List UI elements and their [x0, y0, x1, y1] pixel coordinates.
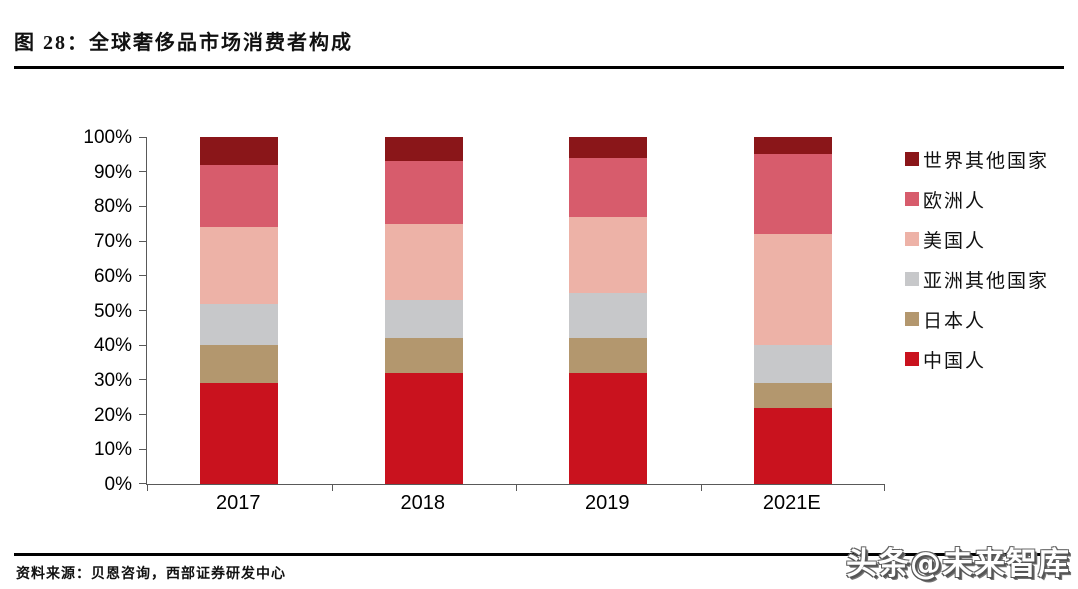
legend-label: 日本人	[923, 310, 987, 332]
y-axis-tick-label: 30%	[93, 369, 132, 391]
source-note: 资料来源：贝恩咨询，西部证券研发中心	[16, 567, 286, 582]
x-axis-category-label: 2018	[400, 492, 446, 514]
y-axis-tick-label: 40%	[93, 335, 132, 357]
toutiao-watermark: 头条@未来智库	[846, 546, 1070, 582]
bar-segment-日本人	[753, 383, 832, 408]
x-axis-category-label: 2019	[585, 492, 630, 514]
bar-segment-欧洲人	[384, 161, 463, 224]
figure-title: 图 28：全球奢侈品市场消费者构成	[14, 32, 353, 54]
y-axis-tick	[139, 483, 147, 484]
y-axis-tick	[139, 379, 147, 381]
legend-item: 亚洲其他国家	[905, 266, 1075, 292]
stacked-bar-2018	[384, 137, 463, 484]
stacked-bar-2017	[200, 137, 279, 484]
stacked-bar-2021E	[753, 137, 832, 484]
x-axis-category-label: 2021E	[762, 492, 821, 514]
bar-segment-美国人	[753, 234, 832, 346]
bar-segment-美国人	[569, 216, 648, 294]
bar-segment-世界其他国家	[200, 137, 279, 165]
y-axis-tick	[139, 310, 147, 311]
y-axis-tick-label: 100%	[83, 127, 132, 148]
bottom-divider-line	[14, 553, 1064, 556]
legend-item: 欧洲人	[905, 186, 1075, 212]
y-axis-tick-label: 90%	[93, 161, 132, 183]
bar-segment-日本人	[569, 338, 648, 373]
x-axis-tick	[884, 485, 885, 491]
y-axis-tick	[139, 171, 147, 173]
legend-label: 中国人	[923, 350, 987, 372]
y-axis-tick-label: 0%	[104, 474, 132, 495]
y-axis-tick	[139, 414, 147, 416]
y-axis-labels: 0% 10% 20% 30% 40% 50% 60% 70% 80% 90% 100%	[40, 128, 132, 494]
legend-item: 中国人	[905, 346, 1075, 372]
y-axis-tick-label: 60%	[93, 265, 132, 287]
top-divider-line	[14, 66, 1064, 69]
y-axis-tick	[139, 136, 147, 138]
legend-item: 日本人	[905, 306, 1075, 332]
x-axis-labels: 2017 2018 2019 2021E	[146, 492, 884, 518]
bar-segment-美国人	[200, 227, 279, 304]
legend-swatch	[905, 192, 919, 206]
bar-segment-世界其他国家	[569, 137, 648, 158]
bar-segment-亚洲其他国家	[569, 293, 648, 339]
y-axis-tick-label: 70%	[93, 231, 132, 253]
legend-label: 亚洲其他国家	[923, 270, 1050, 292]
legend-swatch	[905, 352, 919, 366]
x-axis-tick	[331, 485, 333, 491]
y-axis-tick	[139, 275, 147, 277]
bar-segment-世界其他国家	[384, 137, 463, 162]
y-axis-tick-label: 80%	[93, 196, 132, 218]
y-axis-tick-label: 10%	[93, 439, 132, 461]
legend-item: 美国人	[905, 226, 1075, 252]
bar-segment-世界其他国家	[753, 137, 832, 155]
bar-segment-中国人	[200, 383, 279, 484]
y-axis-tick	[139, 344, 147, 346]
bar-segment-亚洲其他国家	[200, 303, 279, 346]
legend-swatch	[905, 232, 919, 246]
x-axis-category-label: 2017	[216, 492, 261, 514]
bar-segment-亚洲其他国家	[384, 300, 463, 339]
bar-segment-欧洲人	[200, 164, 279, 228]
bar-segment-中国人	[384, 372, 463, 484]
bar-segment-亚洲其他国家	[753, 345, 832, 384]
y-axis-tick	[139, 205, 147, 207]
x-axis-tick	[516, 485, 517, 491]
bar-segment-日本人	[384, 338, 463, 373]
bar-segment-中国人	[753, 407, 832, 484]
bar-segment-中国人	[569, 372, 648, 484]
legend-label: 美国人	[923, 230, 987, 252]
legend-label: 欧洲人	[923, 190, 987, 212]
y-axis-tick-label: 20%	[93, 404, 132, 426]
bar-segment-日本人	[200, 345, 279, 384]
y-axis-tick-label: 50%	[93, 300, 132, 322]
legend-label: 世界其他国家	[923, 150, 1050, 172]
x-axis-tick	[700, 485, 702, 491]
plot-area	[139, 136, 885, 491]
legend-swatch	[905, 312, 919, 326]
legend-swatch	[905, 152, 919, 166]
y-axis-tick	[139, 448, 147, 450]
chart-legend: 世界其他国家 欧洲人美国人亚洲其他国家 日本人中国人	[905, 146, 1075, 386]
bar-segment-美国人	[384, 223, 463, 301]
bar-segment-欧洲人	[569, 157, 648, 217]
bar-segment-欧洲人	[753, 154, 832, 235]
stacked-bar-2019	[569, 137, 648, 484]
y-axis-tick	[139, 240, 147, 242]
x-axis-tick	[147, 485, 148, 491]
legend-swatch	[905, 272, 919, 286]
legend-item: 世界其他国家	[905, 146, 1075, 172]
